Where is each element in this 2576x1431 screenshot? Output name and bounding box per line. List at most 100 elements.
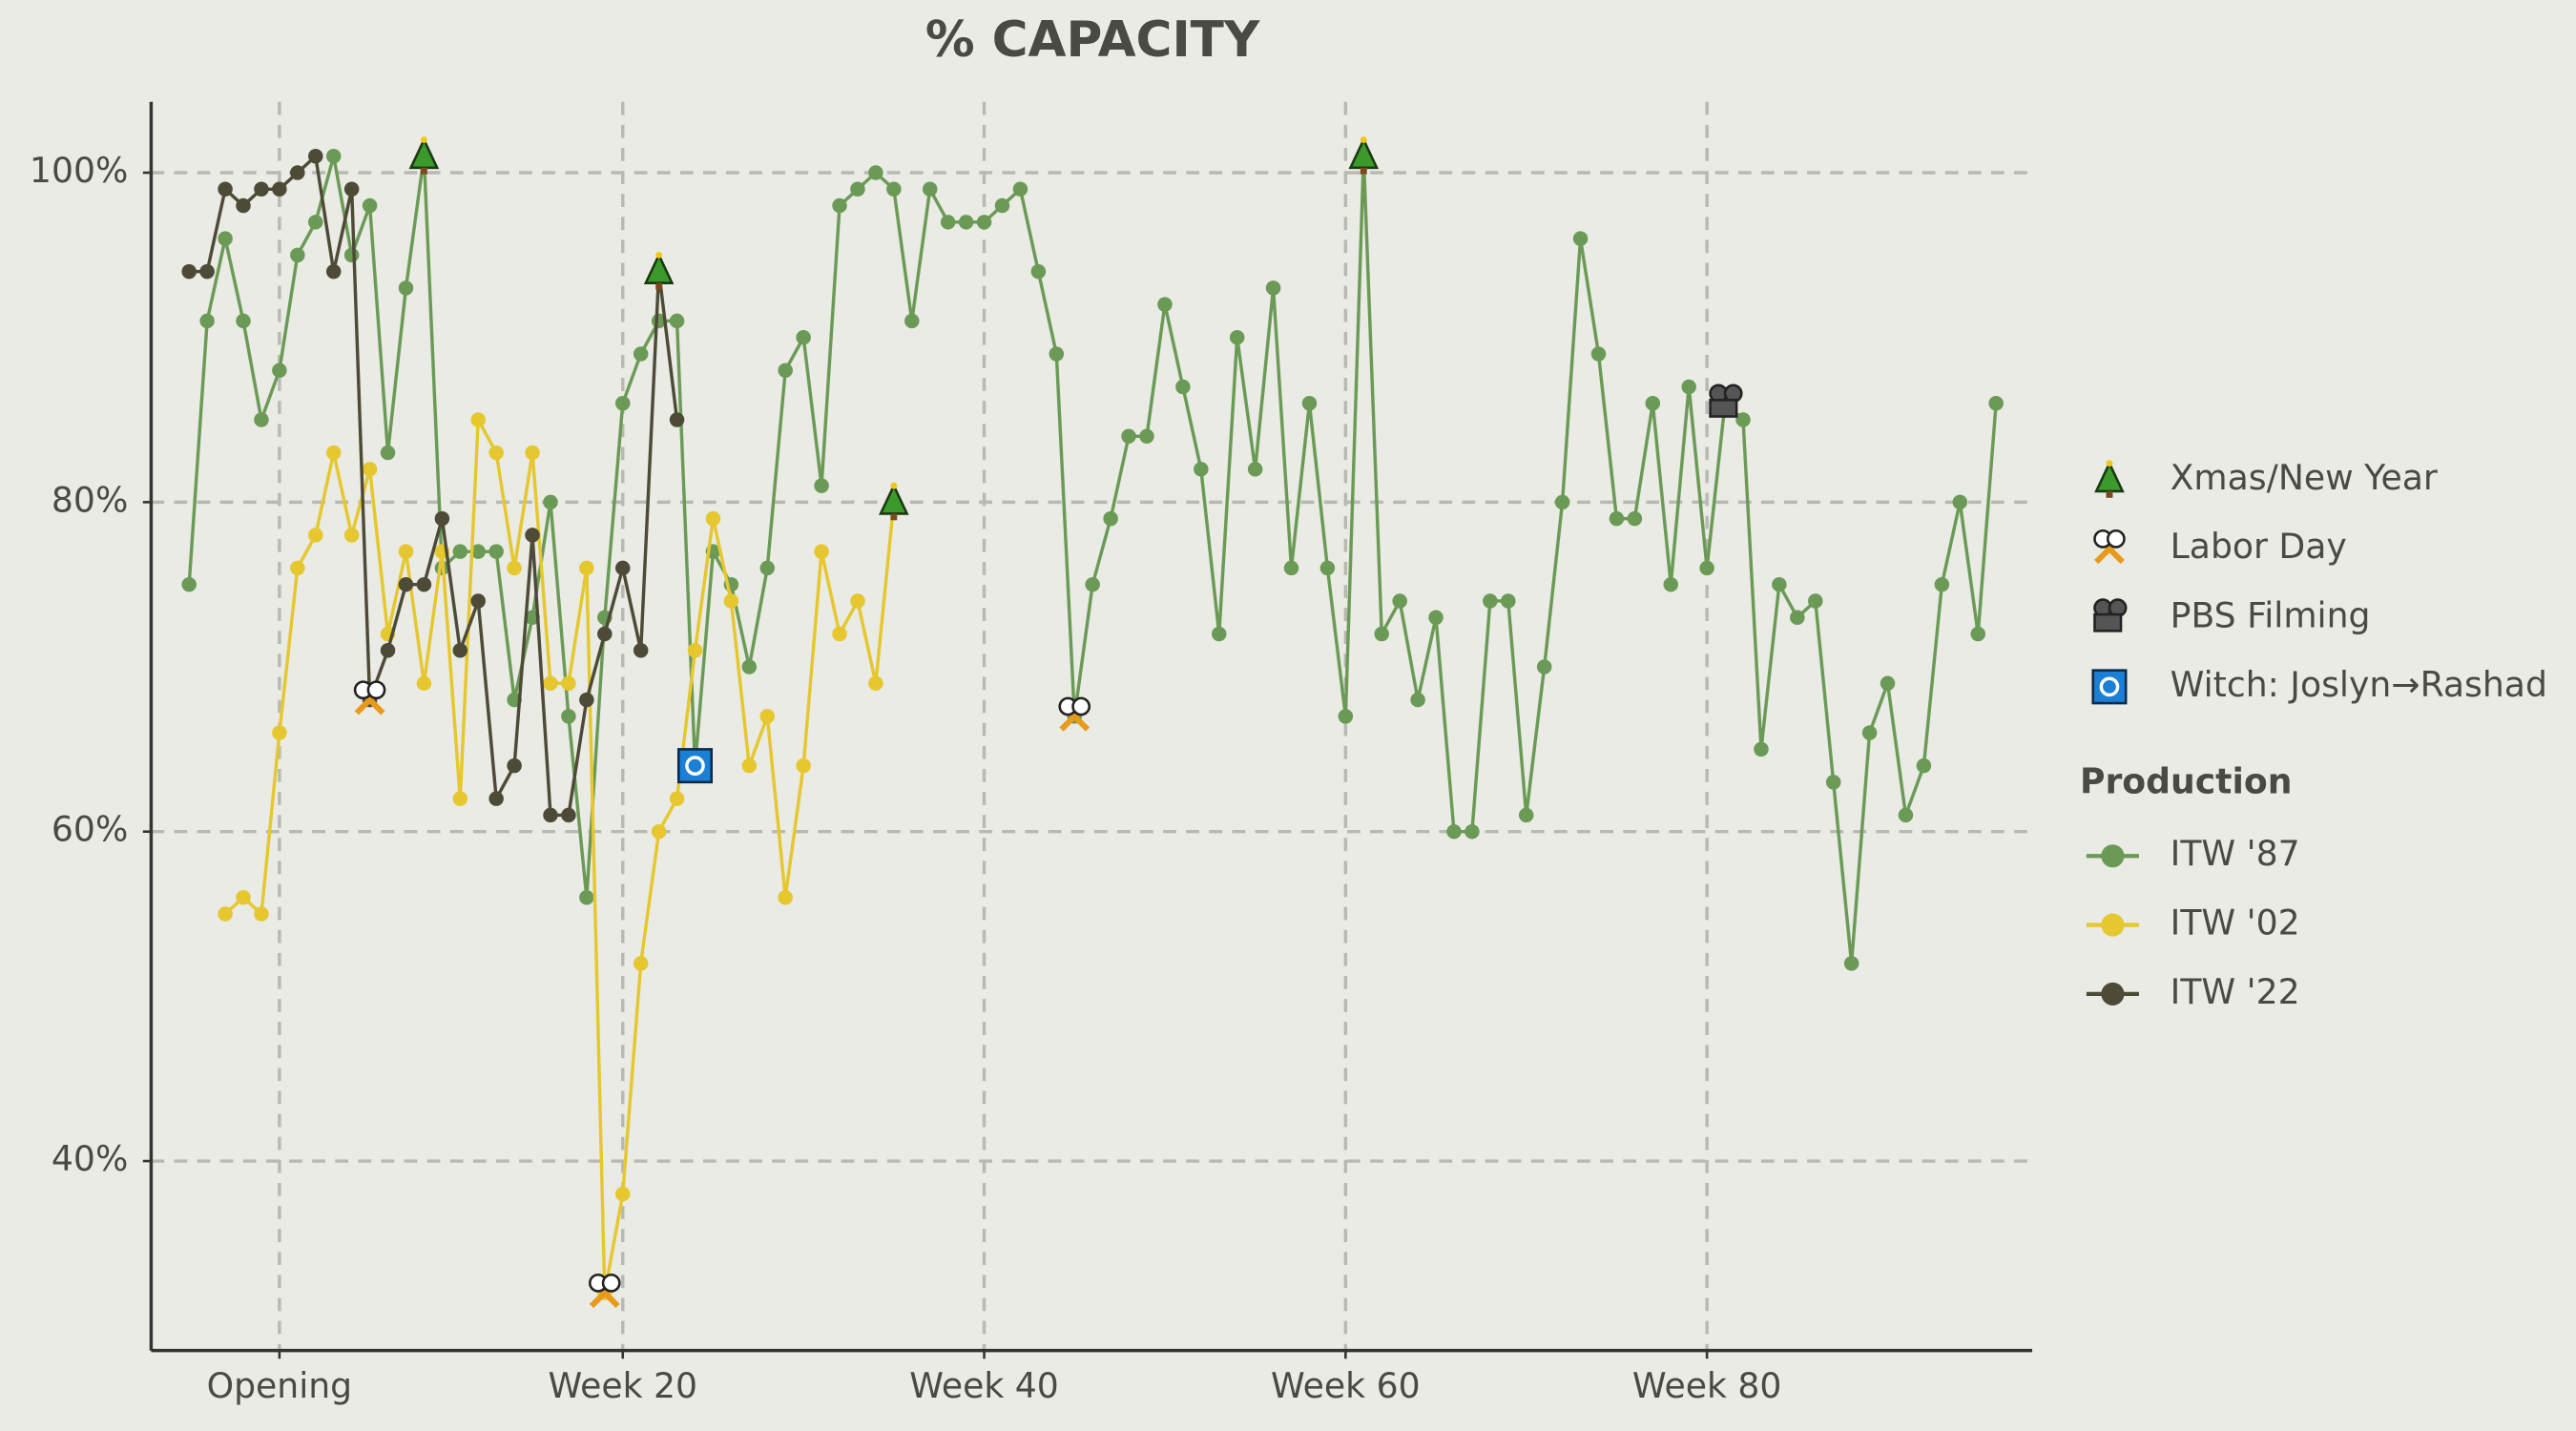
data-point — [543, 807, 558, 823]
data-point — [850, 593, 865, 609]
data-point — [579, 692, 594, 708]
data-point — [832, 197, 847, 214]
data-point — [1194, 462, 1209, 477]
data-point — [470, 593, 486, 609]
event-marker — [1348, 136, 1380, 175]
data-point — [1392, 593, 1407, 609]
data-point — [325, 263, 342, 280]
data-point — [1103, 510, 1118, 527]
icon-part — [1348, 136, 1380, 170]
data-point — [723, 593, 739, 609]
data-point — [669, 791, 685, 806]
data-point — [633, 643, 649, 658]
data-point — [362, 197, 378, 214]
icon-part — [2094, 460, 2125, 493]
icon-part — [890, 482, 898, 489]
x-tick-label: Week 80 — [1632, 1365, 1782, 1406]
data-point — [290, 560, 305, 576]
data-point — [633, 956, 649, 971]
icon-part — [2091, 669, 2128, 705]
data-point — [380, 643, 396, 658]
data-point — [778, 363, 793, 378]
icon-part — [676, 748, 714, 784]
data-point — [398, 544, 414, 559]
data-point — [525, 528, 540, 543]
data-point — [452, 791, 468, 806]
data-point — [218, 231, 233, 246]
data-point — [1627, 510, 1643, 527]
data-point — [416, 576, 432, 592]
legend-label: PBS Filming — [2171, 595, 2371, 636]
data-point — [1754, 741, 1769, 757]
data-point — [904, 313, 920, 329]
legend-swatch — [2101, 913, 2125, 937]
icon-part — [420, 167, 427, 175]
data-point — [1465, 823, 1480, 840]
data-point — [181, 263, 197, 280]
data-point — [308, 528, 323, 543]
data-point — [1030, 263, 1047, 280]
data-point — [1501, 593, 1516, 609]
data-point — [1265, 280, 1281, 296]
legend-swatch — [2101, 982, 2125, 1006]
data-point — [1988, 396, 2004, 411]
data-point — [199, 313, 215, 329]
legend-icon — [2094, 460, 2125, 498]
data-point — [470, 412, 486, 427]
y-tick-label: 80% — [52, 479, 128, 520]
data-point — [380, 445, 396, 461]
icon-part — [601, 1273, 621, 1293]
data-point — [325, 149, 342, 164]
data-point — [741, 757, 758, 774]
data-point — [236, 890, 251, 905]
chart-title: % CAPACITY — [925, 11, 1260, 69]
data-point — [416, 675, 432, 692]
data-point — [1843, 956, 1859, 971]
data-point — [796, 329, 811, 345]
data-point — [1898, 807, 1914, 823]
data-point — [1175, 379, 1191, 395]
data-point — [561, 675, 576, 692]
event-marker — [408, 136, 440, 175]
legend-icon — [2091, 669, 2128, 705]
event-marker — [676, 748, 714, 784]
event-marker — [1709, 384, 1743, 418]
data-point — [308, 149, 323, 164]
data-point — [1934, 576, 1950, 592]
x-tick-label: Opening — [207, 1365, 352, 1406]
data-point — [1861, 725, 1878, 740]
series-line — [187, 156, 1998, 964]
data-point — [1301, 396, 1318, 411]
data-point — [488, 544, 504, 559]
y-tick-label: 100% — [30, 150, 128, 191]
data-point — [759, 560, 776, 576]
data-point — [1121, 428, 1136, 445]
data-point — [308, 215, 323, 230]
data-point — [1338, 709, 1354, 724]
data-point — [218, 181, 233, 197]
icon-part — [2106, 490, 2113, 498]
data-point — [1012, 181, 1028, 197]
data-point — [778, 890, 793, 905]
data-point — [254, 412, 269, 427]
data-point — [290, 165, 305, 180]
data-point — [614, 1186, 631, 1202]
data-point — [850, 181, 865, 197]
data-point — [1880, 675, 1896, 692]
icon-part — [890, 513, 898, 521]
data-point — [543, 675, 558, 692]
event-marker — [1058, 696, 1091, 732]
data-point — [525, 445, 540, 461]
icon-part — [655, 282, 663, 290]
icon-part — [1360, 167, 1367, 175]
event-marker — [353, 680, 386, 716]
series-line — [189, 153, 679, 818]
data-point — [886, 181, 902, 197]
data-point — [1049, 346, 1065, 362]
data-point — [1446, 823, 1462, 840]
legend-label: Witch: Joslyn→Rashad — [2171, 664, 2547, 705]
data-point — [940, 215, 956, 230]
series-line — [223, 413, 896, 1294]
data-point — [1536, 659, 1552, 674]
